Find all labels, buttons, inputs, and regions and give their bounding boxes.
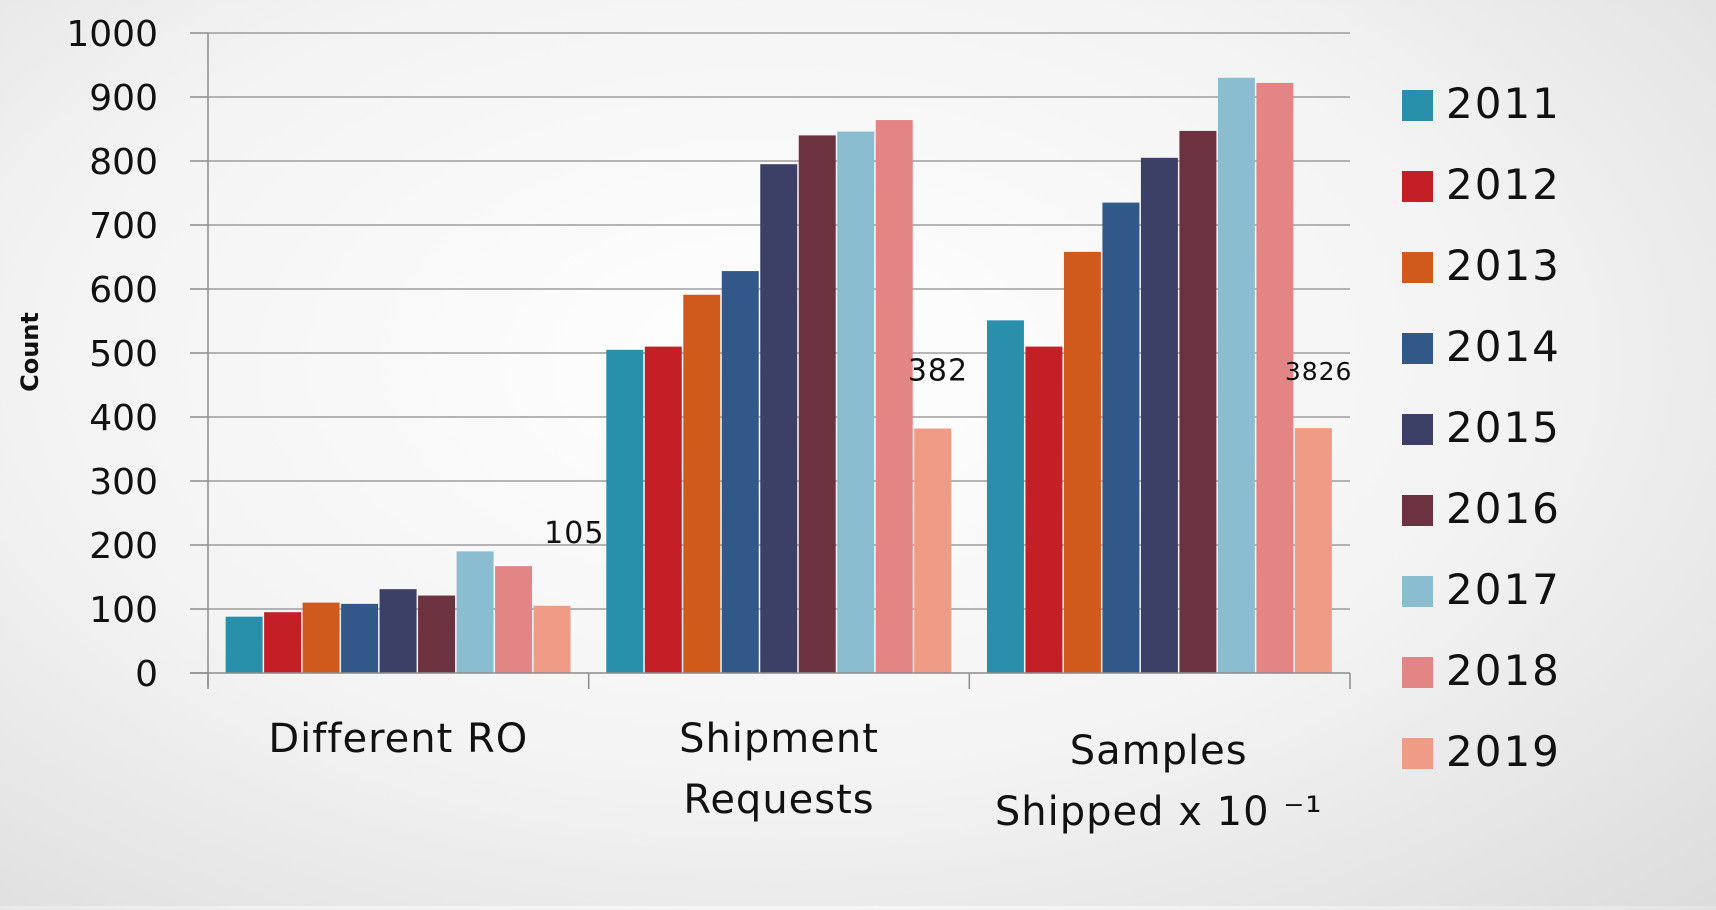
bar-2018-cat0 (495, 566, 533, 673)
legend-swatch-2014 (1402, 333, 1433, 364)
legend-swatch-2016 (1402, 495, 1433, 526)
bar-2017-cat1 (837, 131, 875, 673)
x-category-label: Different RO (268, 716, 528, 762)
legend-swatch-2019 (1402, 738, 1433, 769)
bar-2016-cat2 (1179, 130, 1217, 674)
data-annotation: 3826 (1285, 357, 1353, 386)
axes (190, 32, 1351, 689)
legend-label: 2016 (1446, 484, 1561, 533)
bar-2011-cat1 (606, 349, 644, 673)
legend-swatch-2012 (1402, 171, 1433, 202)
bar-2014-cat2 (1102, 202, 1140, 673)
y-tick-label: 400 (89, 398, 158, 439)
bar-2015-cat2 (1140, 157, 1178, 674)
bar-2019-cat2 (1294, 428, 1332, 673)
bar-2014-cat1 (721, 271, 759, 673)
bar-2016-cat1 (798, 135, 836, 673)
x-category-label: Samples (1070, 728, 1248, 774)
y-tick-label: 800 (89, 142, 158, 183)
y-tick-label: 0 (135, 654, 158, 695)
legend-label: 2019 (1446, 727, 1561, 776)
bar-2014-cat0 (341, 603, 379, 673)
legend: 2011 2012 2013 2014 2015 2016 2017 2018 2019 (1402, 79, 1561, 776)
legend-label: 2011 (1446, 79, 1561, 128)
y-tick-label: 600 (89, 270, 158, 311)
bar-2011-cat0 (225, 616, 263, 673)
bar-2015-cat0 (379, 589, 417, 673)
bar-2013-cat2 (1063, 251, 1101, 673)
legend-swatch-2018 (1402, 657, 1433, 688)
bar-2019-cat1 (914, 428, 952, 673)
legend-label: 2013 (1446, 241, 1561, 290)
legend-swatch-2015 (1402, 414, 1433, 445)
x-category-label: Shipment (679, 716, 879, 762)
data-annotation: 382 (908, 354, 968, 389)
legend-label: 2015 (1446, 403, 1561, 452)
legend-label: 2018 (1446, 646, 1561, 695)
bar-2016-cat0 (418, 595, 456, 673)
data-annotations: 105 382 3826 (544, 354, 1353, 551)
y-tick-label: 300 (89, 462, 158, 503)
y-tick-label: 900 (89, 78, 158, 119)
bar-2018-cat1 (875, 120, 913, 674)
y-axis-label: Count (16, 312, 44, 392)
y-tick-label: 1000 (66, 14, 158, 55)
bar-2012-cat1 (644, 346, 682, 673)
bar-2012-cat2 (1025, 346, 1063, 673)
legend-swatch-2011 (1402, 90, 1433, 121)
legend-label: 2012 (1446, 160, 1561, 209)
bar-2013-cat1 (683, 294, 721, 673)
bar-2012-cat0 (264, 612, 302, 673)
y-tick-label: 100 (89, 590, 158, 631)
bars (225, 77, 1332, 674)
y-tick-label: 500 (89, 334, 158, 375)
bar-2017-cat0 (456, 551, 494, 673)
x-category-label: Requests (683, 777, 874, 823)
legend-swatch-2013 (1402, 252, 1433, 283)
y-tick-label: 200 (89, 526, 158, 567)
bar-2019-cat0 (533, 605, 571, 673)
legend-label: 2017 (1446, 565, 1561, 614)
x-category-label: Shipped x 10 ⁻¹ (995, 789, 1323, 835)
bar-2013-cat0 (302, 602, 340, 673)
bar-2018-cat2 (1256, 82, 1294, 674)
data-annotation: 105 (544, 516, 604, 551)
legend-label: 2014 (1446, 322, 1561, 371)
legend-swatch-2017 (1402, 576, 1433, 607)
bar-2011-cat2 (986, 320, 1024, 673)
y-tick-label: 700 (89, 206, 158, 247)
bar-2017-cat2 (1217, 77, 1255, 674)
y-tick-labels: 0 100 200 300 400 500 600 700 800 900 1000 (66, 14, 158, 695)
bar-2015-cat1 (760, 164, 798, 673)
x-category-labels: Different RO Shipment Requests Samples Shipp… (268, 716, 1323, 835)
